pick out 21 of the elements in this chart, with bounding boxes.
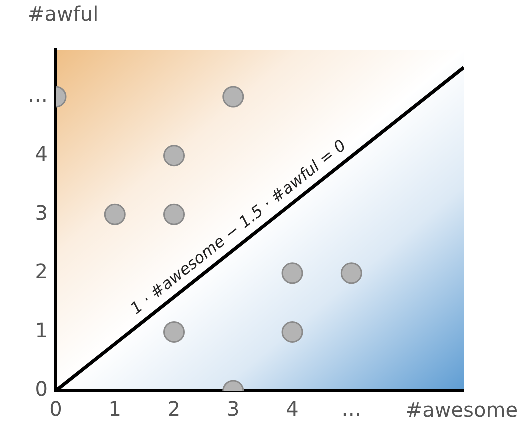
point bbox=[282, 321, 304, 343]
x-tick-label: … bbox=[342, 397, 362, 422]
point bbox=[164, 204, 186, 226]
x-tick-label: 3 bbox=[227, 397, 240, 422]
y-tick-label: 3 bbox=[35, 200, 48, 225]
y-tick-label: … bbox=[28, 83, 48, 108]
point bbox=[164, 145, 186, 167]
y-tick-label: 2 bbox=[35, 260, 48, 284]
x-axis-title: #awesome bbox=[406, 398, 518, 422]
y-tick-label: 4 bbox=[35, 142, 48, 166]
point bbox=[164, 321, 186, 343]
x-tick-label: 4 bbox=[286, 397, 299, 422]
point bbox=[222, 86, 244, 108]
y-axis-title: #awful bbox=[28, 2, 99, 26]
point bbox=[340, 262, 362, 284]
point bbox=[282, 262, 304, 284]
y-tick-label: 1 bbox=[35, 318, 48, 342]
x-tick-label: 1 bbox=[108, 397, 122, 422]
point bbox=[104, 204, 126, 226]
y-tick-label: 0 bbox=[35, 377, 48, 402]
x-tick-label: 2 bbox=[168, 397, 181, 422]
